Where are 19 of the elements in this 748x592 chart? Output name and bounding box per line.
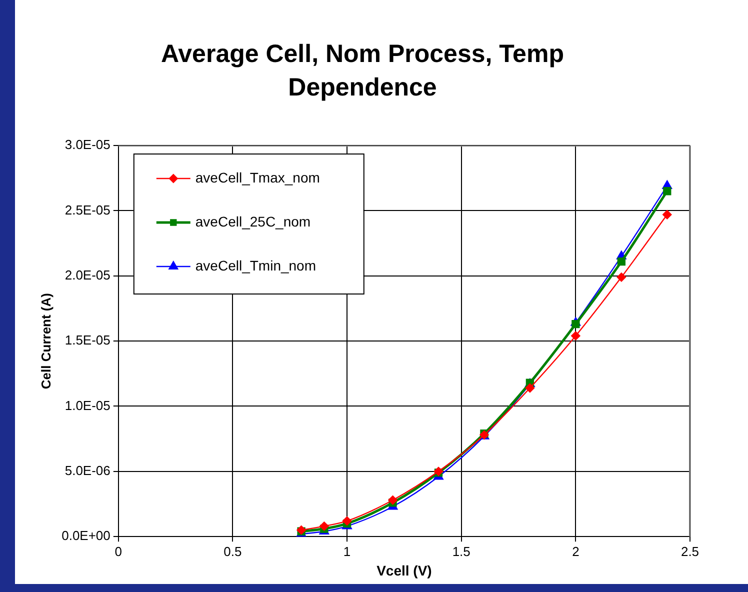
legend-label: aveCell_Tmin_nom xyxy=(195,257,316,274)
legend-label: aveCell_25C_nom xyxy=(195,213,311,230)
y-tick-label: 2.0E-05 xyxy=(64,267,110,282)
y-tick-label: 2.5E-05 xyxy=(64,202,110,218)
x-tick-label: 2 xyxy=(572,544,580,559)
x-axis-title: Vcell (V) xyxy=(376,562,432,578)
y-axis-title: Cell Current (A) xyxy=(38,293,54,390)
y-tick-label: 0.0E+00 xyxy=(62,528,110,544)
x-tick-label: 2.5 xyxy=(680,544,700,559)
y-tick-label: 1.5E-05 xyxy=(64,332,110,348)
y-tick-label: 1.0E-05 xyxy=(64,398,110,413)
x-tick-label: 1.5 xyxy=(452,544,470,559)
x-tick-label: 1 xyxy=(343,544,351,559)
y-tick-label: 5.0E-06 xyxy=(64,462,110,478)
legend-label: aveCell_Tmax_nom xyxy=(195,169,320,186)
y-tick-label: 3.0E-05 xyxy=(64,137,110,152)
chart-title: Average Cell, Nom Process, Temp Dependence xyxy=(161,40,564,102)
x-tick-label: 0.5 xyxy=(224,544,242,559)
x-tick-label: 0 xyxy=(114,544,122,559)
